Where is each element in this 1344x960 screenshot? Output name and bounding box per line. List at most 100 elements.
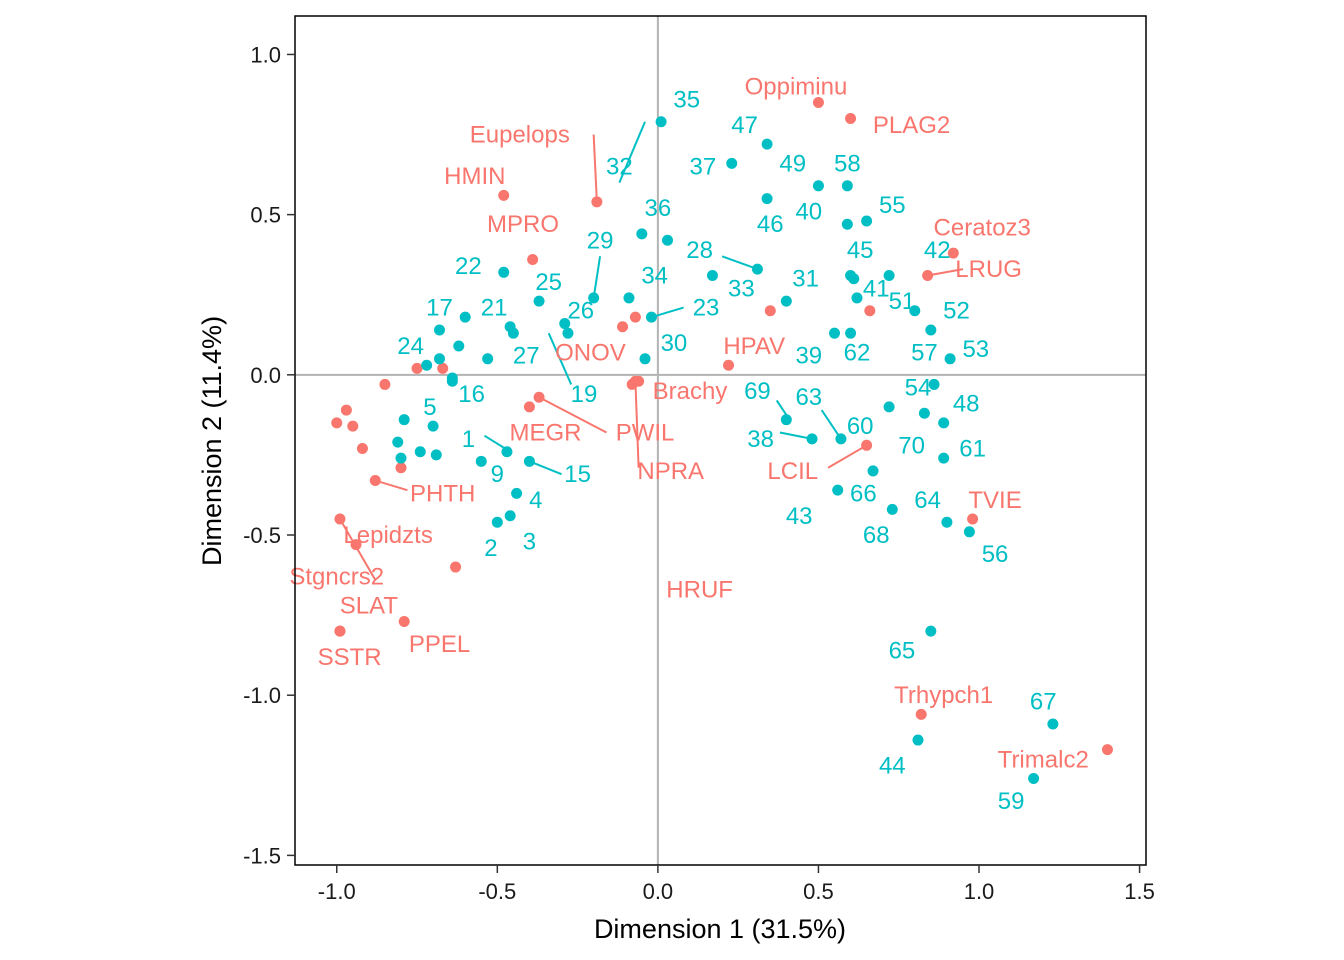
data-point <box>498 189 510 201</box>
data-point <box>369 475 381 487</box>
data-point <box>886 503 898 515</box>
point-label: HRUF <box>666 576 733 603</box>
data-point <box>764 305 776 317</box>
point-label: 68 <box>863 522 890 549</box>
point-label: LRUG <box>955 256 1022 283</box>
data-point <box>761 138 773 150</box>
data-point <box>829 327 841 339</box>
data-point <box>398 616 410 628</box>
data-point <box>511 487 523 499</box>
data-point <box>851 292 863 304</box>
data-point <box>533 391 545 403</box>
data-point <box>501 446 513 458</box>
data-point <box>636 228 648 240</box>
point-label: 43 <box>786 503 813 530</box>
point-label: 36 <box>645 195 672 222</box>
point-label: Brachy <box>653 378 728 405</box>
point-label: 59 <box>998 788 1025 815</box>
data-point <box>498 266 510 278</box>
y-tick-label: 1.0 <box>250 42 281 67</box>
point-label: 48 <box>953 391 980 418</box>
point-label: 37 <box>689 154 716 181</box>
point-label: 57 <box>911 339 938 366</box>
data-point <box>629 311 641 323</box>
data-point <box>482 353 494 365</box>
data-point <box>1028 772 1040 784</box>
data-point <box>944 353 956 365</box>
point-label: Trimalc2 <box>998 746 1089 773</box>
data-point <box>883 270 895 282</box>
point-label: 49 <box>779 150 806 177</box>
data-point <box>523 401 535 413</box>
point-label: 56 <box>982 541 1009 568</box>
point-label: Trhypch1 <box>894 682 993 709</box>
data-point <box>588 292 600 304</box>
reference-lines <box>295 16 1146 865</box>
data-point <box>533 295 545 307</box>
point-label: 24 <box>397 333 424 360</box>
data-point <box>780 295 792 307</box>
leader-line <box>721 255 758 271</box>
point-label: 55 <box>879 192 906 219</box>
x-tick-label: 1.5 <box>1124 879 1155 904</box>
point-label: 65 <box>889 637 916 664</box>
point-label: 33 <box>728 275 755 302</box>
point-label: 42 <box>924 237 951 264</box>
data-point <box>356 443 368 455</box>
point-label: 23 <box>693 295 720 322</box>
point-label: 29 <box>587 227 614 254</box>
data-point <box>706 270 718 282</box>
data-point <box>379 378 391 390</box>
data-point <box>491 516 503 528</box>
data-point <box>861 215 873 227</box>
point-label: Lepidzts <box>343 522 432 549</box>
data-point <box>347 420 359 432</box>
data-point <box>350 539 362 551</box>
data-point <box>421 359 433 371</box>
point-label: LCIL <box>767 458 818 485</box>
data-point <box>395 462 407 474</box>
data-point <box>861 439 873 451</box>
point-label: 63 <box>795 384 822 411</box>
data-point <box>1101 744 1113 756</box>
data-point <box>655 116 667 128</box>
data-point <box>662 234 674 246</box>
data-point <box>751 263 763 275</box>
x-tick-label: 1.0 <box>964 879 995 904</box>
x-tick-label: 0.5 <box>803 879 834 904</box>
data-points <box>331 97 1113 784</box>
leader-line <box>538 396 607 434</box>
data-point <box>1047 718 1059 730</box>
data-point <box>928 378 940 390</box>
leader-line <box>820 409 842 440</box>
point-label: 39 <box>795 343 822 370</box>
data-point <box>434 353 446 365</box>
point-label: 67 <box>1030 689 1057 716</box>
y-tick-label: -1.5 <box>243 843 281 868</box>
x-axis: -1.0 -0.5 0.0 0.5 1.0 1.5 <box>318 865 1155 904</box>
data-point <box>591 196 603 208</box>
point-label: 15 <box>564 461 591 488</box>
data-point <box>915 708 927 720</box>
point-label: SSTR <box>318 644 382 671</box>
y-tick-label: 0.5 <box>250 203 281 228</box>
y-axis: -1.5 -1.0 -0.5 0.0 0.5 1.0 <box>243 42 295 868</box>
point-label: HPAV <box>723 333 785 360</box>
point-label: 54 <box>905 375 932 402</box>
point-label: 64 <box>914 487 941 514</box>
point-label: Eupelops <box>470 122 570 149</box>
point-label: 62 <box>844 339 871 366</box>
y-tick-label: -0.5 <box>243 523 281 548</box>
point-label: 51 <box>889 288 916 315</box>
point-label: PHTH <box>410 480 475 507</box>
point-label: TVIE <box>968 487 1021 514</box>
y-tick-label: -1.0 <box>243 683 281 708</box>
point-label: 70 <box>898 432 925 459</box>
data-point <box>340 404 352 416</box>
data-point <box>841 180 853 192</box>
point-label: 28 <box>686 237 713 264</box>
x-tick-label: -0.5 <box>478 879 516 904</box>
data-point <box>918 407 930 419</box>
point-label: 47 <box>731 112 758 139</box>
